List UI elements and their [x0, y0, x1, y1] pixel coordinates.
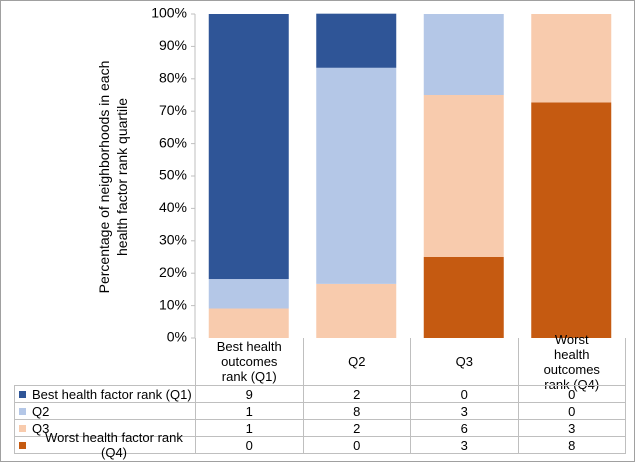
y-tick-label: 100%: [151, 5, 187, 21]
table-value: 0: [302, 436, 411, 454]
y-tick-label: 50%: [159, 167, 187, 183]
legend-label: Q3: [32, 420, 50, 436]
legend-swatch: [19, 424, 26, 432]
y-tick-label: 40%: [159, 199, 187, 215]
legend-swatch: [19, 441, 26, 449]
table-value: 2: [302, 385, 411, 403]
y-tick-label: 0%: [167, 329, 187, 345]
bar-segment: [316, 67, 397, 284]
table-value: 8: [517, 436, 626, 454]
table-value: 8: [302, 402, 411, 420]
legend-label: Q2: [32, 403, 50, 419]
y-tick-label: 60%: [159, 134, 187, 150]
y-axis-title: Percentage of neighborhoods in each heal…: [96, 60, 130, 294]
category-header: Best health outcomes rank (Q1): [195, 338, 304, 385]
legend-label: Best health factor rank (Q1): [32, 386, 192, 402]
legend-cell: Worst health factor rank (Q4): [14, 430, 196, 460]
y-tick-label: 20%: [159, 264, 187, 280]
table-value: 1: [195, 402, 304, 420]
table-value: 3: [517, 419, 626, 437]
table-value: 0: [410, 385, 519, 403]
table-value: 1: [195, 419, 304, 437]
y-tick-label: 30%: [159, 232, 187, 248]
y-tick-label: 70%: [159, 102, 187, 118]
y-tick-label: 10%: [159, 296, 187, 312]
y-tick-label: 90%: [159, 37, 187, 53]
bar-segment: [423, 95, 504, 257]
table-value: 0: [517, 402, 626, 420]
bar-segment: [208, 308, 289, 338]
table-value: 2: [302, 419, 411, 437]
table-value: 9: [195, 385, 304, 403]
category-header: Q2: [302, 338, 411, 385]
bar-segment: [423, 14, 504, 95]
legend-swatch: [19, 390, 26, 398]
bar-segment: [316, 13, 397, 68]
category-header: Worst health outcomes rank (Q4): [517, 332, 626, 392]
legend-cell: Best health factor rank (Q1): [14, 385, 196, 403]
legend-swatch: [19, 407, 26, 415]
table-value: 0: [517, 385, 626, 403]
legend-label: Worst health factor rank (Q4): [45, 430, 183, 460]
category-header: Q3: [410, 338, 519, 385]
bar-segment: [531, 14, 612, 103]
legend-cell: Q2: [14, 402, 196, 420]
table-value: 0: [195, 436, 304, 454]
bar-segment: [531, 102, 612, 339]
y-tick-label: 80%: [159, 70, 187, 86]
table-value: 3: [410, 402, 519, 420]
bar-segment: [316, 283, 397, 338]
bar-segment: [423, 257, 504, 338]
table-value: 3: [410, 436, 519, 454]
bar-segment: [208, 279, 289, 309]
bar-segment: [208, 14, 289, 280]
table-value: 6: [410, 419, 519, 437]
